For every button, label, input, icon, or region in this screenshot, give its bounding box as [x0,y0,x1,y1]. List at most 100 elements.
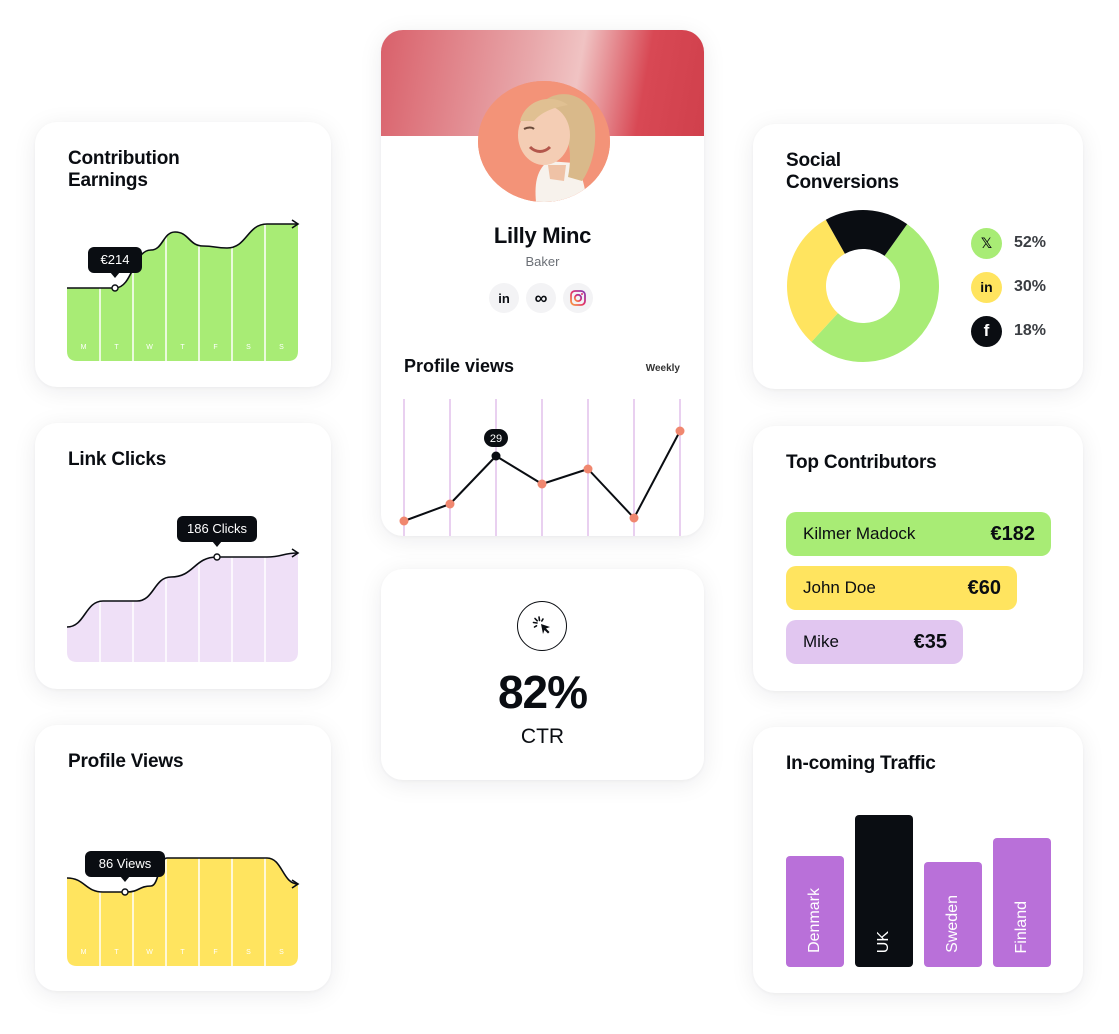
day-label: S [246,344,251,351]
traffic-bar[interactable]: UK [855,815,913,967]
views-point [445,499,455,509]
chart-tooltip [85,851,165,877]
legend-item-linkedin: in 30% [971,271,1046,303]
traffic-bar-label: Sweden [944,895,961,953]
views-area-chart: M T W T F S S 86 Views [66,851,300,966]
avatar-portrait [478,81,610,202]
day-label: F [213,344,217,351]
day-label: S [279,344,284,351]
social-legend: 𝕏 52% in 30% f 18% [971,227,1046,359]
day-label: T [180,949,185,956]
day-label: T [114,949,119,956]
meta-icon[interactable]: ∞ [526,283,556,313]
day-label: M [81,949,87,956]
traffic-bar-label: Denmark [806,888,823,953]
profile-views-card: Profile Views M T W T F S S 86 Views [35,725,331,991]
profile-views-title: Profile Views [68,751,184,772]
views-tooltip [484,429,508,447]
link-clicks-title: Link Clicks [68,449,167,470]
day-label: M [81,344,87,351]
traffic-bar-label: Finland [1013,900,1030,953]
chart-arrow [291,548,300,558]
views-point [491,451,501,461]
profile-views-heading: Profile views [404,356,515,376]
x-icon: 𝕏 [971,227,1002,259]
contributor-bar[interactable]: John Doe €60 [786,566,1017,610]
contribution-earnings-card: Contribution Earnings M T W T F S S €214 [35,122,331,387]
legend-value-facebook: 18% [1014,322,1047,339]
day-label: W [146,344,153,351]
day-label: W [146,949,153,956]
donut-slice [825,210,908,256]
chart-area [67,858,298,966]
chart-tooltip-label: 186 Clicks [187,521,247,536]
day-label: S [279,949,284,956]
contributor-bar[interactable]: Mike €35 [786,620,963,664]
linkedin-icon[interactable]: in [489,283,519,313]
chart-tooltip [88,247,142,273]
profile-name: Lilly Minc [493,223,592,248]
contribution-earnings-chart: M T W T F S S €214 [67,219,307,365]
social-conversions-title: Social Conversions [786,150,899,193]
social-donut-chart [787,210,939,362]
chart-tooltip-label: 86 Views [99,856,152,871]
day-label: S [246,949,251,956]
profile-role: Baker [525,254,560,269]
chart-area [67,553,298,662]
views-tooltip-label: 29 [490,433,502,445]
day-label: F [213,949,217,956]
traffic-bar[interactable]: Denmark [786,856,844,967]
legend-value-linkedin: 30% [1014,278,1047,295]
views-point [629,513,639,523]
chart-marker [111,284,119,292]
day-label: T [180,344,185,351]
facebook-icon: f [971,315,1002,347]
contributor-name: Kilmer Madock [803,524,916,543]
ctr-label: CTR [520,725,565,748]
chart-arrow [291,219,300,229]
chart-area [67,224,298,361]
contributor-name: John Doe [803,578,876,597]
ctr-value: 82% [497,666,588,718]
contributor-amount: €60 [967,576,1001,599]
incoming-traffic-card: In-coming Traffic Denmark UK Sweden Finland [753,727,1083,993]
profile-views-svg: 29 [399,399,685,536]
traffic-bar[interactable]: Finland [993,838,1051,967]
instagram-icon[interactable] [563,283,593,313]
link-clicks-chart: 186 Clicks [66,513,307,663]
clicks-area-chart: 186 Clicks [66,516,300,662]
chart-arrow [291,879,300,889]
chart-line [66,552,299,628]
contributor-bar[interactable]: Kilmer Madock €182 [786,512,1051,556]
contributor-name: Mike [803,632,839,651]
chart-tooltip-pointer [110,272,120,278]
profile-views-line-chart: 29 [381,390,704,536]
legend-item-facebook: f 18% [971,315,1046,347]
earnings-area-chart: M T W T F S S €214 [67,219,300,361]
traffic-bar-label: UK [875,930,892,953]
incoming-traffic-title: In-coming Traffic [786,753,936,774]
avatar[interactable] [478,81,610,202]
chart-line [67,223,298,289]
chart-marker [121,888,129,896]
top-contributors-card: Top Contributors Kilmer Madock €182 John… [753,426,1083,691]
donut-slice [787,219,845,342]
chart-tooltip-pointer [212,541,222,547]
day-label: T [114,344,119,351]
legend-value-x: 52% [1014,234,1047,251]
traffic-bar[interactable]: Sweden [924,862,982,967]
profile-views-chart: M T W T F S S 86 Views [66,848,307,966]
donut-slice [811,224,939,362]
period-selector[interactable]: Weekly [645,363,680,374]
contribution-earnings-title: Contribution Earnings [68,148,180,191]
linkedin-icon: in [971,271,1002,303]
chart-tooltip [177,516,257,542]
cursor-click-glyph [532,616,550,634]
contributor-amount: €35 [913,630,947,653]
legend-item-x: 𝕏 52% [971,227,1046,259]
chart-tooltip-pointer [120,876,130,882]
contributor-amount: €182 [990,522,1036,545]
chart-tooltip-label: €214 [101,252,130,267]
instagram-glyph [570,290,586,306]
views-point [399,516,409,526]
